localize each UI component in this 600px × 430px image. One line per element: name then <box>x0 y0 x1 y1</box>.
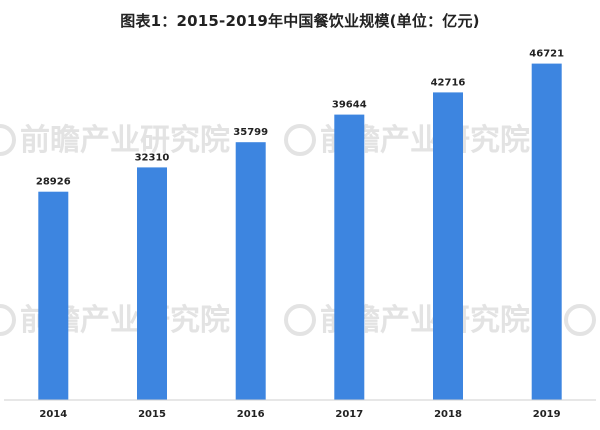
data-label-2017: 39644 <box>332 100 367 111</box>
bar-2016 <box>235 142 266 400</box>
x-tick-label-2016: 2016 <box>237 409 265 420</box>
bar-2017 <box>334 114 365 400</box>
x-tick-label-2018: 2018 <box>434 409 462 420</box>
data-labels-group: 28926 32310 35799 39644 42716 46721 <box>36 49 564 188</box>
data-label-2018: 42716 <box>431 77 466 88</box>
watermark: 前瞻产业研究院 <box>284 303 530 338</box>
data-label-2014: 28926 <box>36 177 71 188</box>
bar-2018 <box>433 92 463 401</box>
x-tick-label-2017: 2017 <box>335 409 363 420</box>
watermark: 前瞻产业研究院 <box>284 123 530 158</box>
data-label-2019: 46721 <box>529 49 564 60</box>
bar-2019 <box>531 63 562 400</box>
data-label-2015: 32310 <box>135 152 170 163</box>
watermark-logo-icon <box>0 304 16 336</box>
watermark-logo-icon <box>564 304 596 336</box>
watermark-layer: 前瞻产业研究院前瞻产业研究院前瞻产业研究院前瞻产业研究院前瞻产业研究院 <box>0 123 596 338</box>
x-tick-label-2015: 2015 <box>138 409 166 420</box>
watermark: 前瞻产业研究院 <box>0 303 230 338</box>
watermark-text: 前瞻产业研究院 <box>20 123 230 158</box>
watermark: 前瞻产业研究院 <box>0 123 230 158</box>
bar-2015 <box>137 167 167 400</box>
bars-group <box>38 63 562 401</box>
x-tick-label-2014: 2014 <box>39 409 67 420</box>
watermark-logo-icon <box>284 304 316 336</box>
watermark-logo-icon <box>284 124 316 156</box>
x-tick-labels-group: 2014 2015 2016 2017 2018 2019 <box>39 409 560 420</box>
data-label-2016: 35799 <box>233 127 268 138</box>
x-tick-label-2019: 2019 <box>533 409 561 420</box>
watermark-logo-icon <box>0 124 16 156</box>
watermark: 前瞻产业研究院 <box>564 304 596 336</box>
chart-title: 图表1：2015-2019年中国餐饮业规模(单位：亿元) <box>120 12 480 30</box>
bar-2014 <box>38 191 69 400</box>
